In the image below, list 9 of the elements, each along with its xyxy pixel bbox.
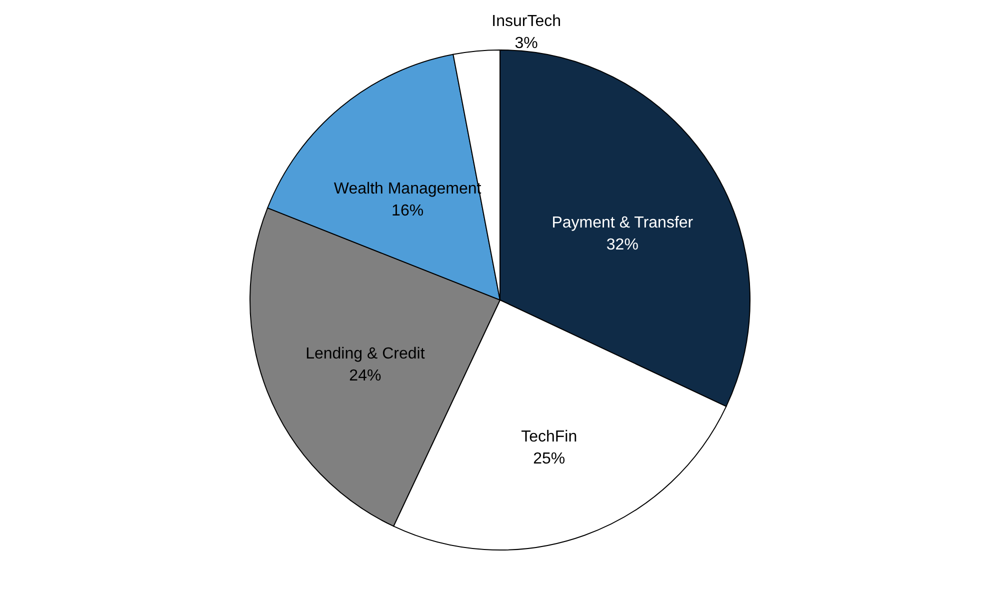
data-label: 16% (392, 202, 424, 220)
data-label: 25% (533, 450, 566, 468)
slice-label: Lending & Credit (306, 345, 426, 362)
data-label: 32% (606, 236, 638, 254)
data-label: 3% (514, 35, 538, 52)
slice-label: Payment & Transfer (552, 214, 694, 232)
slice-label: TechFin (521, 428, 578, 446)
data-label: 24% (349, 367, 382, 384)
slice-label: InsurTech (492, 13, 562, 30)
